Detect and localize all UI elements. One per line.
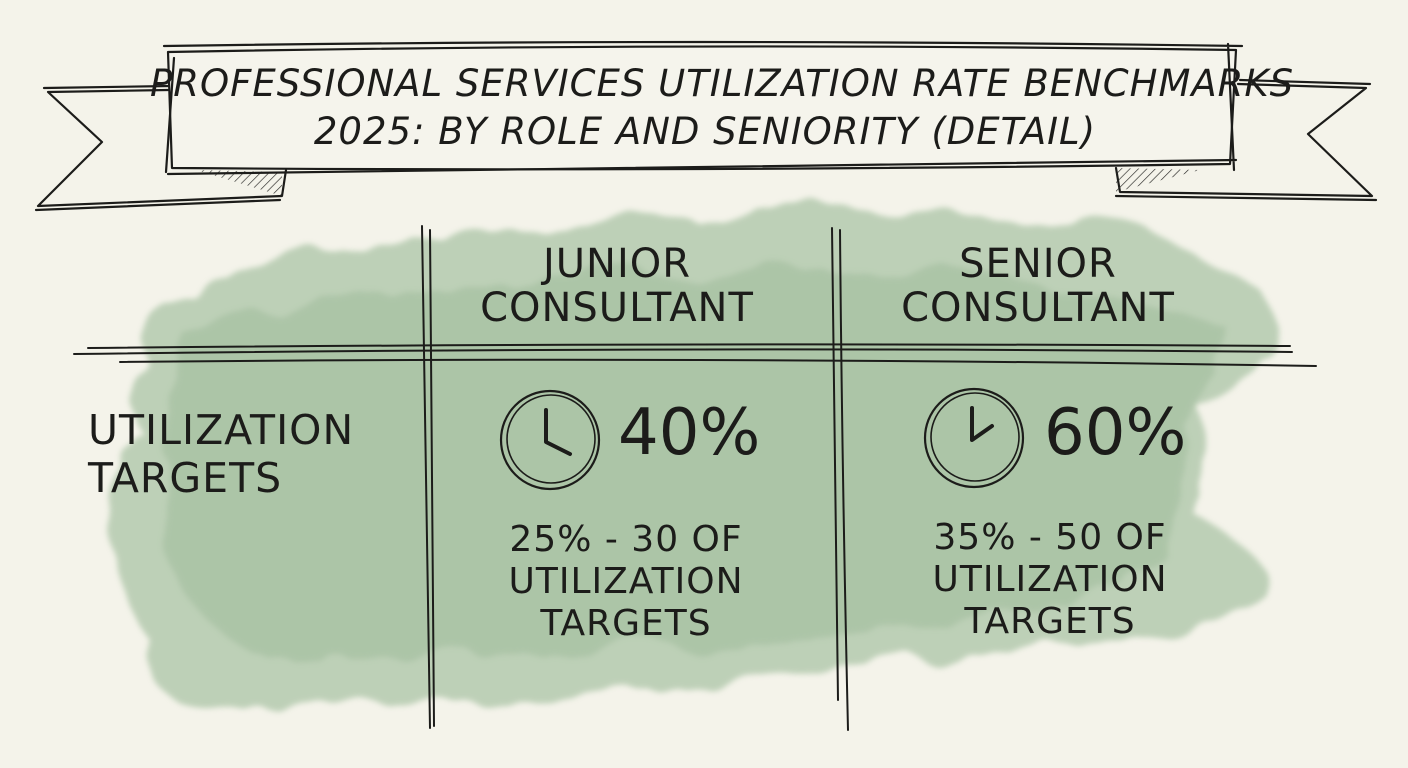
junior-range-line-1: 25% - 30 of <box>509 519 743 560</box>
chart-title-line-1: Professional Services Utilization Rate B… <box>150 62 1295 105</box>
junior-range-line-2: Utilization <box>508 561 744 602</box>
senior-range-line-1: 35% - 50 of <box>933 517 1167 558</box>
clock-icon <box>499 389 601 491</box>
row-label-line-2: Targets <box>88 454 283 502</box>
row-label-line-1: Utilization <box>88 406 355 454</box>
watercolor-wash-deep <box>166 268 1221 660</box>
column-header-senior: Senior Consultant <box>901 241 1175 331</box>
junior-range-line-3: Targets <box>540 603 712 644</box>
clock-icon <box>923 387 1025 489</box>
senior-range-line-2: Utilization <box>932 559 1168 600</box>
chart-title-line-2: 2025: By Role and Seniority (Detail) <box>313 110 1097 153</box>
table-grid <box>73 225 1317 731</box>
senior-range-line-3: Targets <box>964 601 1136 642</box>
senior-utilization-value: 60% <box>1044 396 1187 470</box>
title-ribbon <box>34 40 1378 212</box>
column-header-junior: Junior Consultant <box>480 241 754 331</box>
junior-utilization-value: 40% <box>618 396 761 470</box>
